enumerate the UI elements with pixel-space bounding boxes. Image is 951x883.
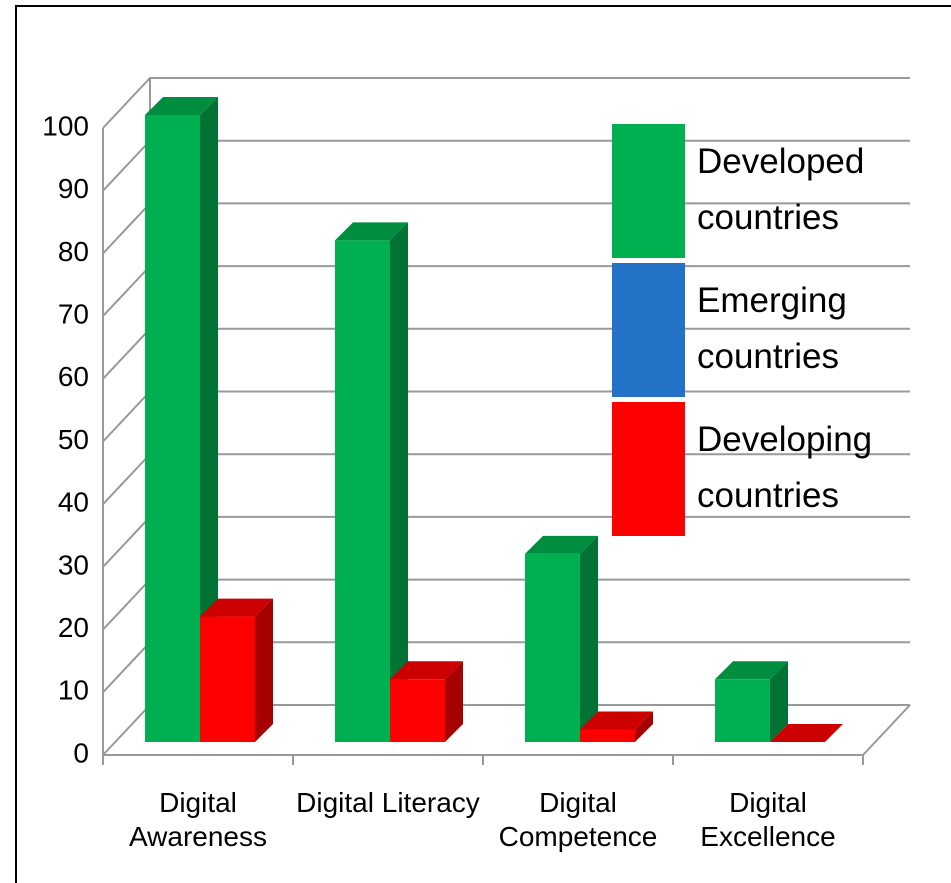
bar	[525, 535, 598, 742]
bar-top	[145, 97, 218, 115]
x-tick-label: Digital Literacy	[296, 787, 480, 818]
bar	[580, 711, 653, 742]
y-tick-label: 90	[58, 173, 89, 204]
y-tick-label: 60	[58, 361, 89, 392]
grid-line	[102, 77, 910, 129]
bar-top	[525, 535, 598, 554]
y-tick-label: 20	[58, 612, 89, 643]
bar	[200, 598, 273, 742]
bar-top	[390, 661, 463, 680]
bar-side	[445, 661, 463, 742]
legend-swatch	[612, 124, 685, 258]
bar-front	[145, 115, 200, 742]
bar-side	[635, 711, 653, 742]
y-tick-label: 80	[58, 236, 89, 267]
x-tick-label: Digital Excellence	[700, 787, 836, 852]
bar-side	[390, 222, 408, 742]
bar-side	[255, 598, 273, 742]
frame	[15, 5, 951, 883]
bar-side	[200, 97, 218, 742]
bar-front	[335, 240, 390, 742]
bar	[715, 661, 788, 742]
legend-label: Developed countries	[697, 142, 865, 237]
bar	[390, 661, 463, 742]
bar	[770, 724, 843, 742]
grid-line	[102, 515, 910, 568]
bar-top	[200, 598, 273, 617]
legend-swatch	[612, 263, 685, 397]
bar-front	[200, 616, 255, 742]
y-tick-label: 70	[58, 298, 89, 329]
bar-side	[580, 535, 598, 742]
y-tick-label: 10	[58, 675, 89, 706]
bar-front	[525, 553, 580, 742]
y-tick-label: 0	[73, 737, 89, 768]
bar-top	[715, 661, 788, 680]
legend-label: Emerging countries	[697, 281, 847, 376]
legend-label: Developing countries	[697, 420, 873, 515]
bar-top	[770, 724, 843, 742]
y-tick-label: 100	[42, 110, 89, 141]
bar-side	[770, 661, 788, 742]
bar-top	[580, 711, 653, 730]
bar-front	[715, 679, 770, 742]
y-tick-label: 40	[58, 487, 89, 518]
x-tick-label: Digital Competence	[498, 787, 658, 852]
bar-top	[335, 222, 408, 241]
legend-swatch	[612, 402, 685, 536]
bar-front	[390, 679, 445, 742]
bar	[335, 222, 408, 742]
y-tick-label: 50	[58, 424, 89, 455]
x-tick-label: Digital Awareness	[128, 787, 267, 852]
bar	[145, 97, 218, 742]
bar-front	[580, 729, 635, 742]
y-tick-label: 30	[58, 549, 89, 580]
